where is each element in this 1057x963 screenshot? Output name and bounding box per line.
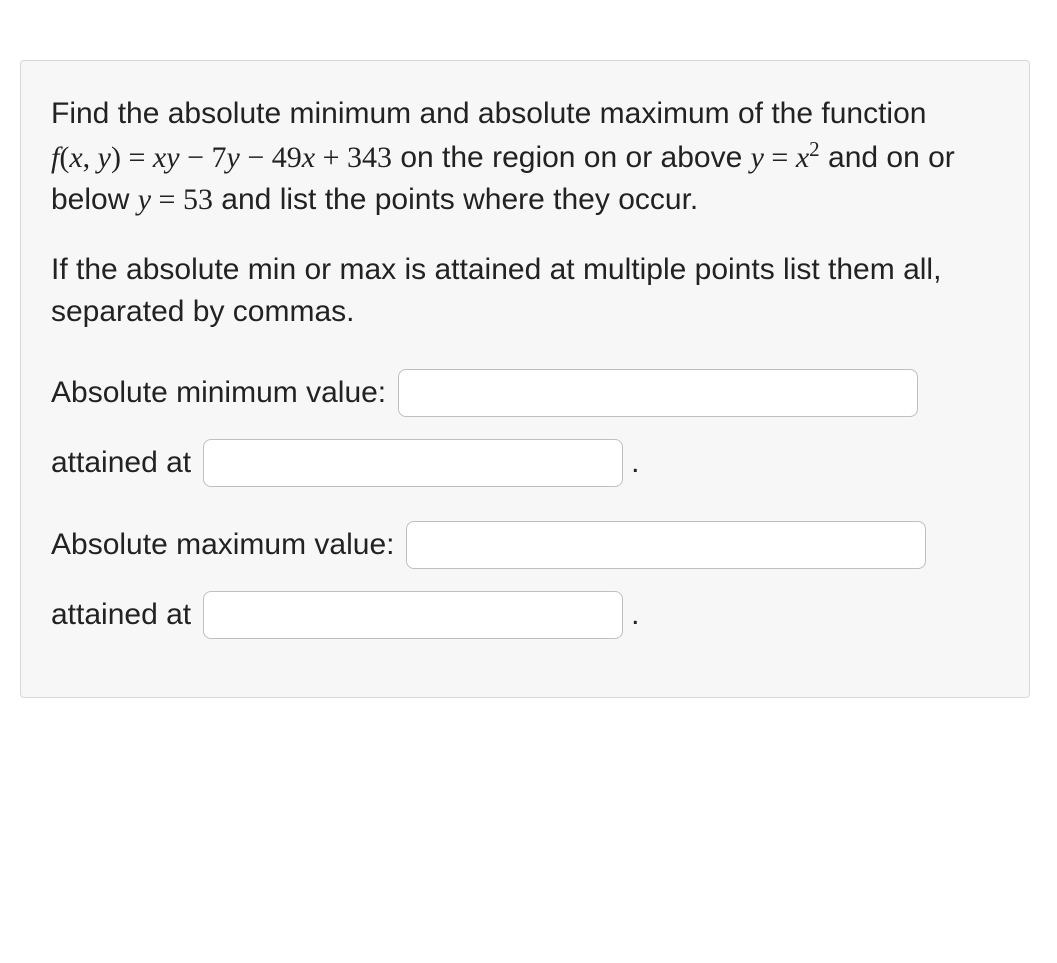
period: . xyxy=(631,594,639,636)
answer-block: Absolute minimum value: attained at . Ab… xyxy=(51,369,999,639)
max-attained-row: attained at . xyxy=(51,591,999,639)
math-function: f(x, y) = xy − 7y − 49x + 343 xyxy=(51,141,392,174)
min-attained-input[interactable] xyxy=(203,439,623,487)
question-box: Find the absolute minimum and absolute m… xyxy=(20,60,1030,698)
max-value-label: Absolute maximum value: xyxy=(51,524,394,566)
min-value-input[interactable] xyxy=(398,369,918,417)
max-value-row: Absolute maximum value: xyxy=(51,521,999,569)
prompt-paragraph-2: If the absolute min or max is attained a… xyxy=(51,249,999,333)
math-bound1: y = x2 xyxy=(751,141,820,174)
prompt-paragraph-1: Find the absolute minimum and absolute m… xyxy=(51,93,999,221)
max-value-input[interactable] xyxy=(406,521,926,569)
max-attained-input[interactable] xyxy=(203,591,623,639)
math-bound2: y = 53 xyxy=(138,183,213,216)
min-attained-row: attained at . xyxy=(51,439,999,487)
min-value-label: Absolute minimum value: xyxy=(51,372,386,414)
period: . xyxy=(631,442,639,484)
min-value-row: Absolute minimum value: xyxy=(51,369,999,417)
text-prefix: Find the absolute minimum and absolute m… xyxy=(51,97,926,130)
max-attained-label: attained at xyxy=(51,594,191,636)
text-suffix: and list the points where they occur. xyxy=(213,183,698,216)
min-attained-label: attained at xyxy=(51,442,191,484)
text-mid1: on the region on or above xyxy=(392,141,751,174)
